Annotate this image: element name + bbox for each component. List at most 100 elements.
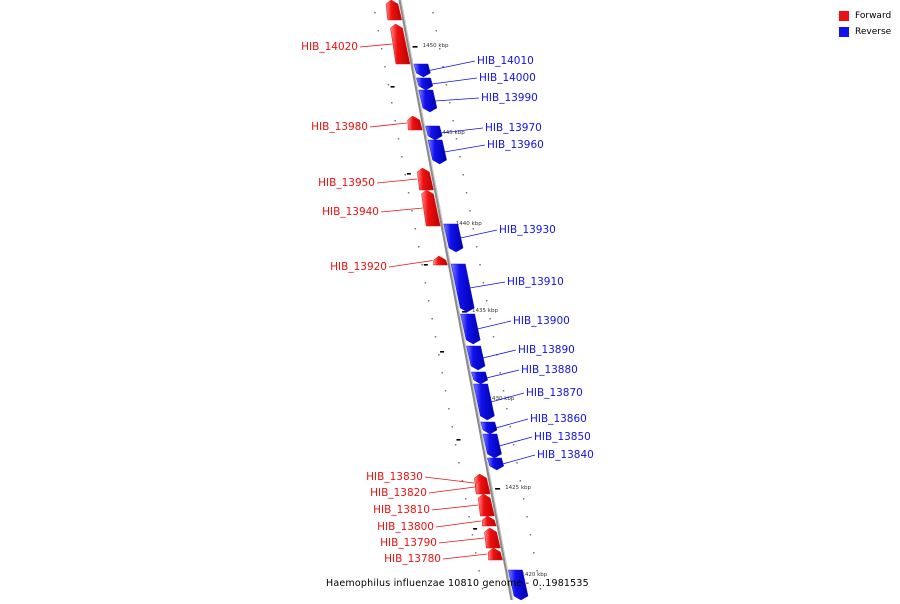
scale-dot — [432, 12, 434, 14]
gene-label: HIB_13890 — [518, 344, 575, 356]
scale-dot — [424, 282, 427, 284]
scale-dot — [448, 408, 450, 410]
reverse-gene-block — [416, 77, 434, 91]
scale-dot — [481, 588, 484, 590]
legend: Forward Reverse — [839, 8, 891, 40]
gene-leader-line — [495, 418, 529, 429]
scale-dot — [387, 84, 390, 86]
gene-label: HIB_13830 — [366, 471, 423, 483]
gene-leader-line — [388, 260, 433, 268]
scale-dot — [482, 282, 485, 284]
reverse-gene-block — [418, 89, 438, 113]
gene-label: HIB_13990 — [481, 92, 538, 104]
scale-dot — [471, 534, 474, 536]
scale-dot — [438, 354, 440, 356]
scale-dot — [461, 480, 464, 482]
legend-label-reverse: Reverse — [855, 27, 892, 37]
gene-label: HIB_13810 — [373, 504, 430, 516]
scale-dot — [516, 462, 518, 464]
scale-dot — [465, 192, 468, 194]
scale-dot — [533, 552, 535, 554]
scale-dot — [391, 102, 393, 104]
gene-leader-line — [434, 97, 480, 102]
forward-gene-block — [477, 493, 495, 517]
gene-leader-line — [431, 77, 478, 85]
gene-label: HIB_14000 — [479, 72, 536, 84]
scale-dot — [397, 138, 400, 140]
gene-leader-line — [429, 60, 476, 71]
genome-axis-highlight — [400, 0, 514, 601]
reverse-gene-block — [482, 433, 502, 459]
forward-gene-block — [475, 479, 491, 495]
reverse-gene-block — [487, 457, 505, 471]
scale-dot — [438, 48, 441, 50]
gene-leader-line — [438, 537, 485, 544]
scale-dot — [442, 66, 444, 68]
tick-mark-minor — [423, 264, 428, 266]
gene-leader-line — [477, 320, 512, 330]
scale-dot — [479, 264, 481, 266]
gene-leader-line — [499, 436, 533, 447]
scale-dot — [486, 300, 488, 302]
reverse-gene-block — [471, 371, 488, 385]
tick-label: 1435 kbp — [472, 308, 498, 314]
tick-mark-minor — [456, 439, 461, 441]
gene-label: HIB_13920 — [330, 261, 387, 273]
gene-leader-line — [431, 504, 479, 511]
scale-dot — [472, 228, 475, 230]
gene-leader-line — [369, 122, 408, 128]
reverse-gene-block — [443, 223, 464, 253]
forward-gene-block — [488, 547, 503, 561]
reverse-gene-block — [427, 139, 447, 165]
gene-leader-line — [376, 178, 418, 184]
reverse-gene-block — [450, 263, 475, 313]
gene-label: HIB_13870 — [526, 387, 583, 399]
scale-dot — [445, 84, 448, 86]
forward-gene-block — [407, 115, 423, 131]
reverse-gene-block — [473, 383, 495, 421]
gene-leader-line — [486, 369, 520, 379]
scale-dot — [428, 300, 430, 302]
scale-dot — [506, 408, 508, 410]
gene-label: HIB_13800 — [377, 521, 434, 533]
tick-mark-minor — [406, 173, 411, 175]
gene-leader-line — [428, 486, 475, 494]
gene-leader-line — [469, 281, 506, 289]
reverse-gene-block — [460, 313, 481, 345]
forward-swatch — [839, 11, 849, 21]
tick-label: 1425 kbp — [505, 485, 531, 491]
scale-dot — [475, 552, 477, 554]
scale-dot — [435, 30, 438, 32]
scale-dot — [407, 192, 410, 194]
scale-dot — [431, 318, 433, 320]
gene-label: HIB_13910 — [507, 276, 564, 288]
gene-label: HIB_13790 — [380, 537, 437, 549]
forward-gene-block — [385, 0, 403, 21]
scale-dot — [377, 30, 380, 32]
scale-dot — [451, 426, 454, 428]
scale-dot — [478, 570, 480, 572]
gene-label: HIB_14020 — [301, 41, 358, 53]
scale-dot — [526, 516, 528, 518]
scale-dot — [469, 210, 471, 212]
legend-item-forward: Forward — [839, 8, 891, 24]
scale-dot — [529, 534, 532, 536]
gene-label: HIB_13860 — [530, 413, 587, 425]
scale-dot — [468, 516, 470, 518]
scale-dot — [404, 174, 406, 176]
tick-label: 1440 kbp — [456, 221, 482, 227]
forward-gene-block — [417, 167, 434, 191]
gene-leader-line — [442, 553, 488, 560]
scale-dot — [441, 372, 443, 374]
scale-dot — [421, 264, 423, 266]
gene-leader-line — [502, 454, 536, 465]
forward-gene-block — [481, 515, 497, 527]
gene-leader-line — [482, 349, 517, 359]
scale-dot — [464, 498, 467, 500]
scale-dot — [414, 228, 417, 230]
scale-dot — [374, 12, 376, 14]
tick-mark — [412, 46, 418, 48]
gene-label: HIB_13850 — [534, 431, 591, 443]
scale-dot — [417, 246, 420, 248]
scale-dot — [539, 588, 542, 590]
